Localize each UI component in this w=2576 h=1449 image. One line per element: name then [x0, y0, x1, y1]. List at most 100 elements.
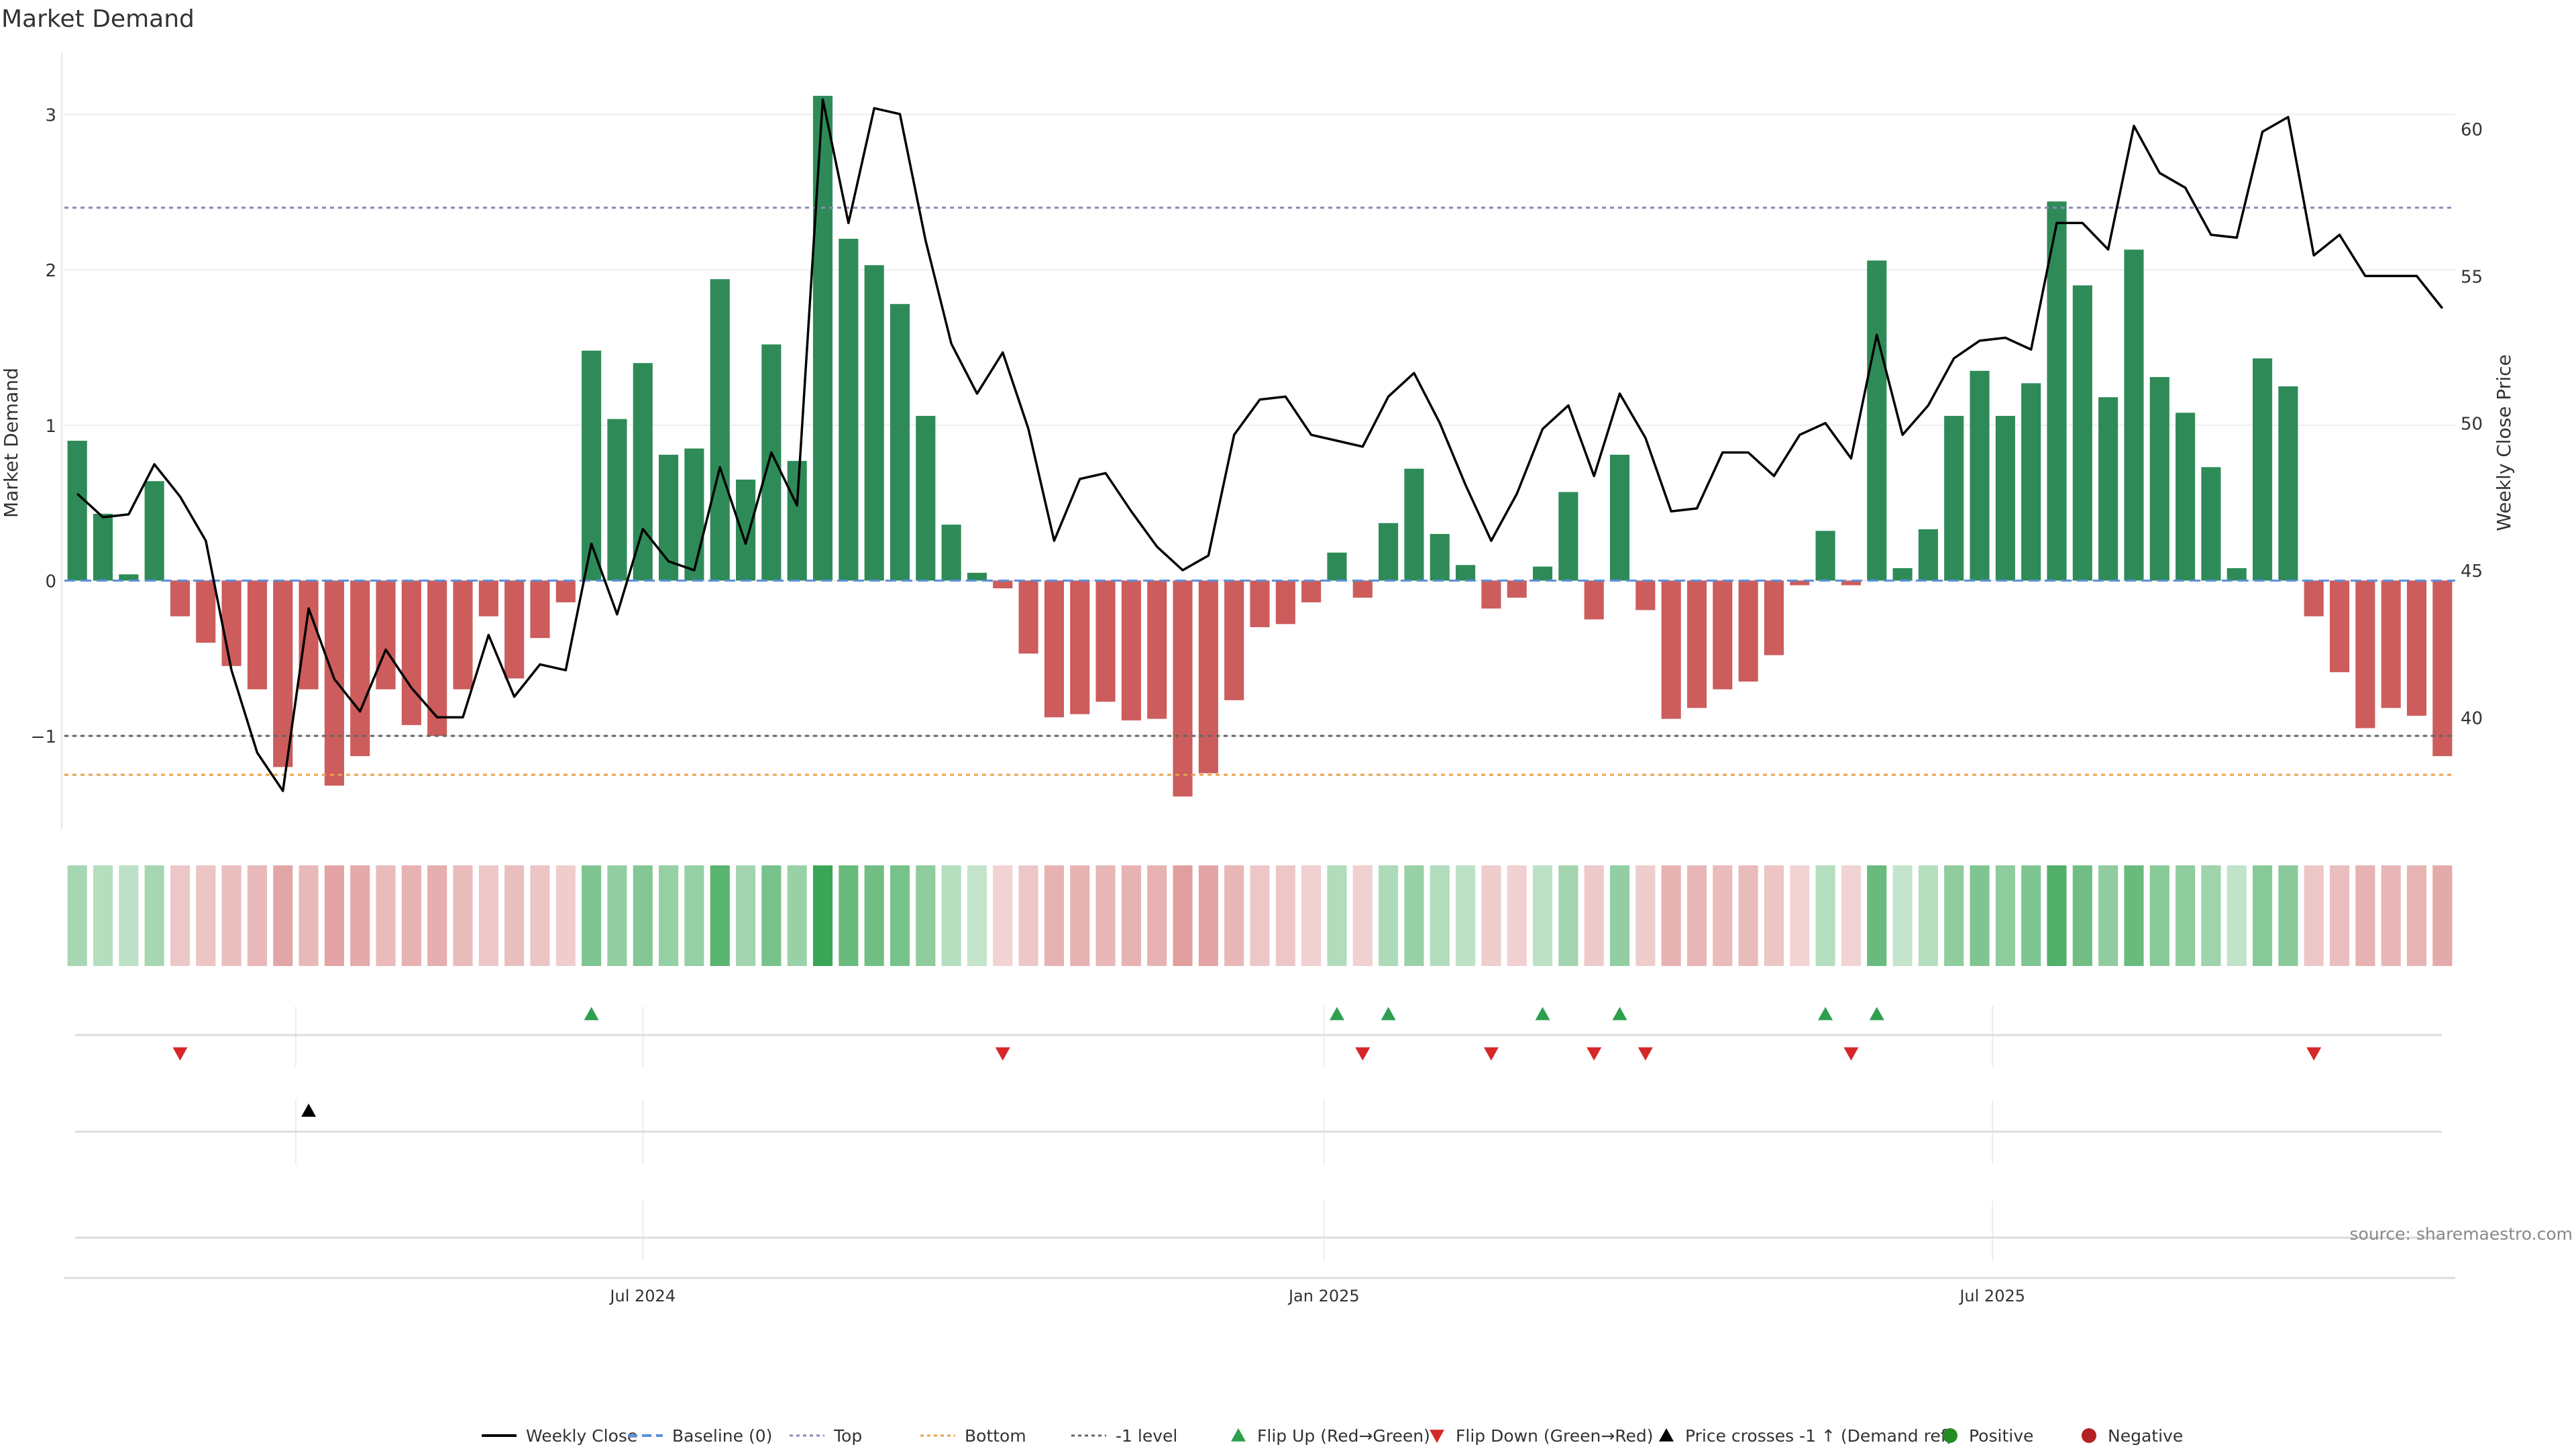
- intensity-cell: [2149, 865, 2169, 966]
- demand-bar: [993, 580, 1013, 589]
- reference-lines: [64, 207, 2455, 776]
- legend-swatch-triangle: [1231, 1428, 1246, 1442]
- legend-label: Price crosses -1 ↑ (Demand ref): [1685, 1426, 1953, 1446]
- flip-down-marker: [1355, 1047, 1371, 1061]
- intensity-cell: [1147, 865, 1167, 966]
- legend: Weekly Close Baseline (0) Top Bottom -1 leve…: [482, 1426, 2183, 1446]
- intensity-cell: [1790, 865, 1810, 966]
- demand-bar: [787, 461, 807, 581]
- demand-bar: [1018, 580, 1038, 654]
- demand-bar: [1250, 580, 1270, 627]
- demand-bar: [1584, 580, 1604, 620]
- y-tick-label-left: −1: [31, 727, 56, 747]
- demand-bar: [247, 580, 267, 690]
- demand-bar: [1404, 468, 1424, 581]
- demand-bar: [2201, 467, 2221, 581]
- flip-up-marker: [1381, 1007, 1396, 1020]
- intensity-cell: [2406, 865, 2427, 966]
- intensity-cell: [1224, 865, 1244, 966]
- demand-bar: [1173, 580, 1193, 797]
- intensity-cell: [1018, 865, 1038, 966]
- flip-down-marker: [1587, 1047, 1602, 1061]
- demand-bar: [1995, 415, 2015, 581]
- intensity-cell: [1352, 865, 1373, 966]
- demand-bar: [1635, 580, 1656, 610]
- intensity-cell: [1970, 865, 1990, 966]
- intensity-cell: [324, 865, 344, 966]
- intensity-cell: [684, 865, 704, 966]
- intensity-cell: [144, 865, 164, 966]
- intensity-cell: [1121, 865, 1141, 966]
- intensity-cell: [1250, 865, 1270, 966]
- demand-bar: [2124, 250, 2144, 581]
- intensity-cell: [2021, 865, 2041, 966]
- intensity-cell: [1095, 865, 1116, 966]
- legend-label: Bottom: [965, 1426, 1026, 1446]
- intensity-cell: [787, 865, 807, 966]
- intensity-cell: [890, 865, 910, 966]
- intensity-cell: [1944, 865, 1964, 966]
- demand-bar: [1970, 370, 1990, 581]
- intensity-cell: [2226, 865, 2247, 966]
- demand-bar: [2432, 580, 2453, 757]
- demand-bar: [1327, 552, 1347, 581]
- demand-bar: [1352, 580, 1373, 598]
- intensity-cell: [735, 865, 756, 966]
- demand-bar: [1224, 580, 1244, 700]
- flip-down-marker: [2306, 1047, 2322, 1061]
- demand-bar: [2176, 413, 2196, 581]
- intensity-cell: [555, 865, 576, 966]
- demand-intensity-strip: [67, 865, 2453, 966]
- intensity-cell: [1713, 865, 1733, 966]
- demand-bar: [607, 419, 627, 581]
- intensity-cell: [119, 865, 139, 966]
- y-tick-label-left: 1: [45, 417, 56, 437]
- intensity-cell: [864, 865, 884, 966]
- demand-bar: [1944, 415, 1964, 581]
- intensity-cell: [633, 865, 653, 966]
- demand-bar: [1147, 580, 1167, 719]
- axes: −1 0 1 2 3 40 45 50 55 60: [31, 52, 2483, 829]
- flip-up-marker: [584, 1007, 599, 1020]
- intensity-cell: [93, 865, 113, 966]
- intensity-cell: [1686, 865, 1707, 966]
- legend-swatch-triangle: [1659, 1428, 1674, 1442]
- demand-bar: [144, 481, 164, 581]
- intensity-cell: [1738, 865, 1758, 966]
- intensity-cell: [1044, 865, 1064, 966]
- demand-bar: [555, 580, 576, 602]
- demand-bar: [2278, 386, 2298, 581]
- demand-bar: [2047, 201, 2067, 581]
- demand-bar: [890, 304, 910, 581]
- y-tick-label-right: 40: [2461, 708, 2483, 729]
- intensity-cell: [530, 865, 550, 966]
- intensity-cell: [2176, 865, 2196, 966]
- demand-bar: [2355, 580, 2375, 729]
- demand-bar: [2021, 383, 2041, 581]
- demand-bars: [67, 95, 2453, 797]
- demand-bar: [1456, 565, 1476, 581]
- intensity-cell: [1635, 865, 1656, 966]
- demand-bar: [1764, 580, 1784, 655]
- demand-bar: [684, 448, 704, 581]
- price-cross-marker: [301, 1104, 317, 1117]
- flip-down-marker: [995, 1047, 1010, 1061]
- legend-item: Baseline (0): [628, 1426, 772, 1446]
- intensity-cell: [1481, 865, 1501, 966]
- demand-bar: [1867, 260, 1887, 581]
- demand-bar: [530, 580, 550, 639]
- demand-bar: [941, 525, 961, 581]
- demand-bar: [1275, 580, 1295, 625]
- legend-item: Weekly Close: [482, 1426, 637, 1446]
- intensity-cell: [1507, 865, 1527, 966]
- y-tick-label-left: 0: [45, 572, 56, 592]
- intensity-cell: [2098, 865, 2118, 966]
- demand-bar: [1713, 580, 1733, 690]
- legend-item: Flip Up (Red→Green): [1231, 1426, 1430, 1446]
- demand-bar: [916, 415, 936, 581]
- demand-bar: [170, 580, 191, 616]
- intensity-cell: [1198, 865, 1218, 966]
- legend-item: Positive: [1943, 1426, 2033, 1446]
- demand-bar: [93, 513, 113, 581]
- demand-bar: [582, 350, 602, 581]
